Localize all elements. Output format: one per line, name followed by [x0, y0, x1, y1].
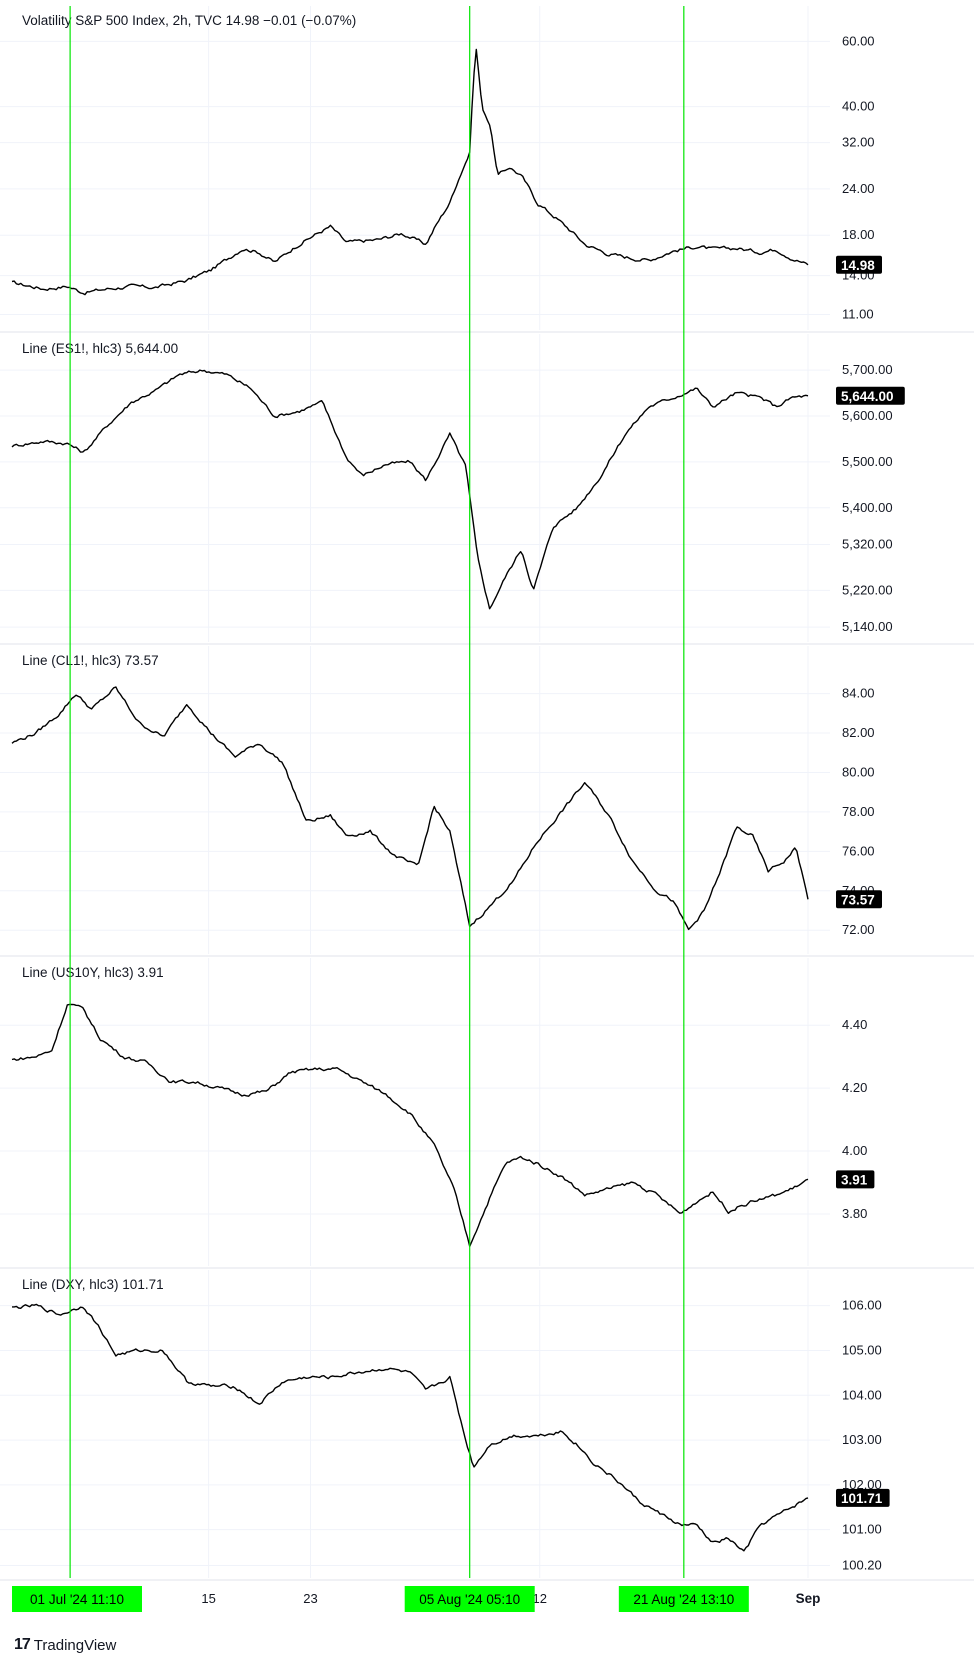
- vertical-marker-lines: [69, 6, 685, 1578]
- y-tick-label: 78.00: [842, 804, 875, 819]
- current-value-label: 3.91: [841, 1172, 868, 1187]
- y-tick-label: 100.20: [842, 1558, 882, 1573]
- y-tick-label: 24.00: [842, 181, 875, 196]
- y-tick-label: 5,400.00: [842, 500, 893, 515]
- x-tick-label: Sep: [796, 1591, 821, 1606]
- current-value-label: 5,644.00: [841, 389, 894, 404]
- tradingview-logo-icon: 17: [14, 1636, 31, 1653]
- series-line: [11, 686, 809, 931]
- y-tick-label: 11.00: [842, 307, 874, 322]
- chart-pane-4[interactable]: 4.40 4.20 4.00 3.80 Line (US10Y, hlc3) 3.91 3…: [0, 955, 974, 1266]
- y-tick-label: 60.00: [842, 33, 875, 48]
- y-tick-label: 80.00: [842, 764, 875, 779]
- date-badge-3: [618, 1586, 749, 1612]
- x-axis: 15 23 12 Sep 01 Jul '24 11:10 05 Aug '24 05:1…: [0, 1579, 974, 1612]
- pane-legend: Volatility S&P 500 Index, 2h, TVC 14.98 …: [22, 13, 356, 28]
- pane-legend: Line (CL1!, hlc3) 73.57: [22, 653, 159, 668]
- series-line: [11, 369, 809, 610]
- y-tick-label: 4.20: [842, 1080, 867, 1095]
- chart-pane-1[interactable]: 60.0040.0032.0024.0018.0014.0011.00Volat…: [0, 6, 882, 330]
- series-line: [11, 48, 809, 296]
- chart-pane-3[interactable]: 84.0082.0080.0078.0076.0074.0072.00Line …: [0, 643, 974, 954]
- chart-pane-5[interactable]: 106.00 105.00 104.00 103.00 102.00 101.00 100.…: [0, 1267, 974, 1578]
- y-tick-label: 5,320.00: [842, 536, 893, 551]
- x-tick-label: 12: [533, 1591, 547, 1606]
- current-value-badge: [836, 890, 882, 909]
- current-value-label: 73.57: [841, 892, 875, 907]
- y-tick-label: 103.00: [842, 1432, 882, 1447]
- current-value-badge: [836, 1170, 875, 1189]
- y-tick-label: 5,500.00: [842, 454, 893, 469]
- y-tick-label: 76.00: [842, 843, 875, 858]
- date-badge-2: [404, 1586, 535, 1612]
- y-tick-label: 72.00: [842, 922, 875, 937]
- y-tick-label: 104.00: [842, 1387, 882, 1402]
- date-badge-label: 21 Aug '24 13:10: [633, 1592, 734, 1607]
- pane-legend: Line (US10Y, hlc3) 3.91: [22, 965, 164, 980]
- tradingview-brand[interactable]: 17 TradingView: [14, 1636, 116, 1654]
- y-tick-label: 5,700.00: [842, 362, 893, 377]
- current-value-badge: [836, 1488, 890, 1507]
- y-tick-label: 4.40: [842, 1017, 867, 1032]
- series-line: [12, 1303, 809, 1552]
- x-tick-label: 15: [201, 1591, 215, 1606]
- current-value-badge: [836, 255, 882, 274]
- date-badge-1: [12, 1586, 142, 1612]
- brand-name: TradingView: [33, 1636, 117, 1654]
- y-tick-label: 5,600.00: [842, 408, 893, 423]
- y-tick-label: 105.00: [842, 1342, 882, 1357]
- y-tick-label: 18.00: [842, 227, 875, 242]
- pane-legend: Line (DXY, hlc3) 101.71: [22, 1277, 164, 1292]
- chart-pane-2[interactable]: 5,700.00 5,600.00 5,500.00 5,400.00 5,320.00…: [0, 331, 974, 642]
- y-tick-label: 5,140.00: [842, 619, 893, 634]
- y-tick-label: 3.80: [842, 1206, 867, 1221]
- y-tick-label: 106.00: [842, 1298, 882, 1313]
- y-tick-label: 32.00: [842, 135, 875, 150]
- x-tick-label: 23: [303, 1591, 317, 1606]
- current-value-label: 14.98: [841, 258, 875, 273]
- y-tick-label: 82.00: [842, 725, 875, 740]
- y-tick-label: 84.00: [842, 686, 875, 701]
- date-badge-label: 05 Aug '24 05:10: [419, 1592, 520, 1607]
- y-tick-label: 5,220.00: [842, 582, 893, 597]
- y-tick-label: 101.00: [842, 1522, 882, 1537]
- date-badge-label: 01 Jul '24 11:10: [30, 1592, 124, 1607]
- current-value-badge: [836, 386, 905, 405]
- current-value-label: 101.71: [841, 1491, 883, 1506]
- pane-legend: Line (ES1!, hlc3) 5,644.00: [22, 341, 178, 356]
- y-tick-label: 4.00: [842, 1143, 867, 1158]
- y-tick-label: 40.00: [842, 99, 875, 114]
- series-line: [11, 1003, 809, 1247]
- y-tick-label: 102.00: [842, 1477, 882, 1492]
